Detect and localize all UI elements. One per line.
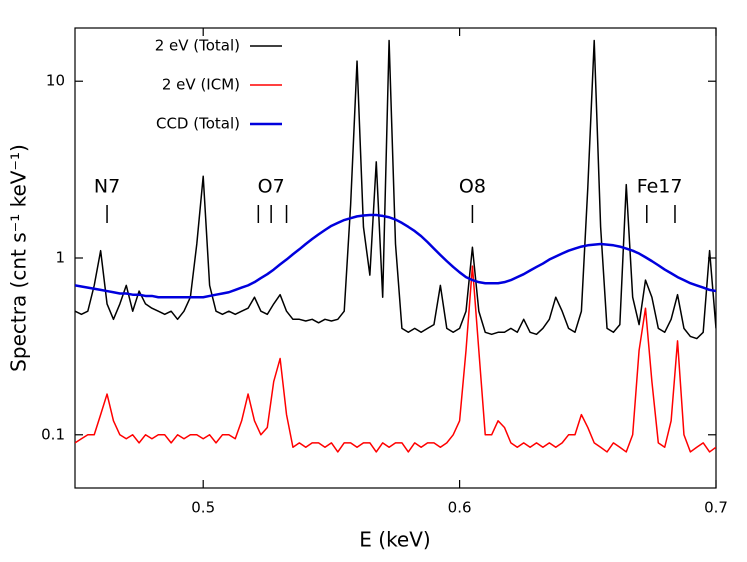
annotation-label: O8 — [459, 176, 486, 198]
y-axis-label: Spectra (cnt s⁻¹ keV⁻¹) — [7, 144, 31, 372]
y-tick-label: 10 — [46, 72, 65, 90]
annotation-label: O7 — [258, 176, 285, 198]
y-tick-label: 1 — [55, 249, 65, 267]
x-tick-label: 0.6 — [448, 499, 472, 517]
series-line — [75, 265, 716, 453]
annotation-label: Fe17 — [637, 176, 683, 198]
legend-label: 2 eV (Total) — [155, 37, 240, 55]
plot-frame — [74, 27, 717, 489]
legend-label: CCD (Total) — [156, 115, 240, 133]
legend-label: 2 eV (ICM) — [162, 76, 240, 94]
x-tick-label: 0.7 — [704, 499, 728, 517]
annotation-label: N7 — [94, 176, 120, 198]
series-line — [75, 213, 716, 299]
x-axis-label: E (keV) — [359, 528, 430, 552]
x-tick-label: 0.5 — [191, 499, 215, 517]
y-tick-label: 0.1 — [41, 425, 65, 443]
series-line — [75, 39, 716, 340]
